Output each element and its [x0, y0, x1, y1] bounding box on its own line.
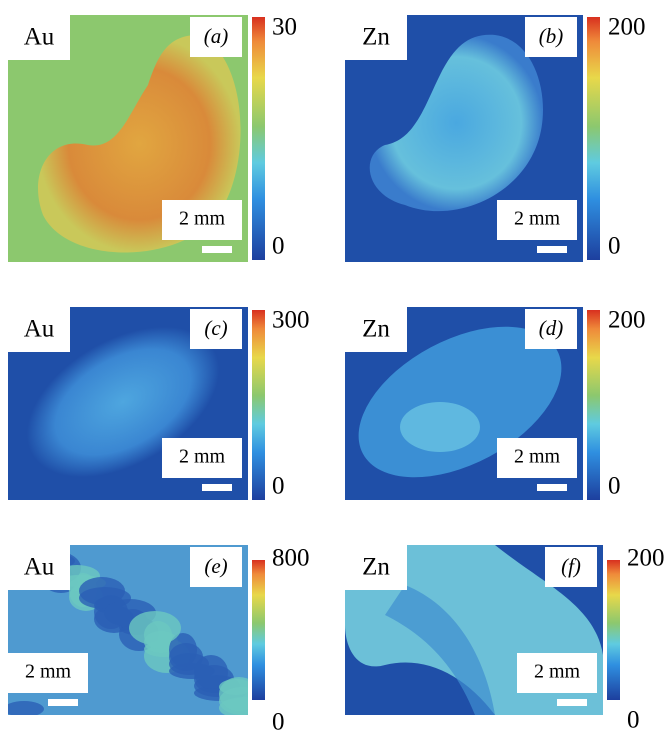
sample	[385, 585, 495, 715]
scale-box	[162, 200, 242, 240]
scale-text: 2 mm	[514, 446, 561, 468]
colorbar	[607, 560, 620, 700]
element-box	[8, 307, 70, 352]
element-box	[8, 545, 70, 590]
colorbar-max: 200	[627, 545, 665, 572]
scale-bar	[48, 699, 78, 706]
colorbar-max: 200	[608, 307, 646, 334]
map	[38, 35, 241, 253]
texture	[194, 655, 228, 689]
scale-box	[162, 438, 242, 478]
panel: Au (c) 2 mm	[8, 307, 248, 500]
scale-text: 2 mm	[514, 208, 561, 230]
scale-text: 2 mm	[179, 446, 226, 468]
scale-bar	[537, 246, 567, 253]
panel-label: (f)	[561, 554, 581, 578]
element-box	[345, 545, 407, 590]
scale-bar	[202, 246, 232, 253]
panel-label: (e)	[204, 554, 227, 578]
panel-label-box	[190, 547, 242, 587]
colorbar-max: 200	[608, 14, 646, 41]
sample	[400, 402, 480, 452]
element-box	[8, 15, 70, 60]
texture	[169, 633, 197, 667]
colorbar	[587, 310, 600, 500]
colorbar-max: 30	[272, 14, 297, 41]
element-label: Zn	[362, 24, 390, 51]
texture	[219, 679, 248, 695]
scale-bar	[202, 484, 232, 491]
panel-label: (b)	[539, 24, 564, 48]
scale-bar	[537, 484, 567, 491]
colorbar-max: 300	[272, 307, 310, 334]
element-box	[345, 307, 407, 352]
texture	[8, 701, 44, 715]
scale-text: 2 mm	[179, 208, 226, 230]
colorbar	[252, 560, 265, 700]
colorbar-min: 0	[627, 707, 640, 734]
colorbar-min: 0	[608, 473, 621, 500]
texture	[79, 577, 125, 605]
panel-label-box	[525, 309, 577, 349]
element-label: Zn	[362, 554, 390, 581]
colorbar-min: 0	[272, 709, 285, 734]
colorbar-max: 800	[272, 545, 310, 572]
colorbar-min: 0	[272, 473, 285, 500]
colorbar	[587, 17, 600, 260]
panel-label: (c)	[204, 316, 227, 340]
panel: Zn (f) 2 mm	[345, 545, 603, 715]
scale-box	[8, 653, 88, 693]
scale-bar	[557, 699, 587, 706]
panel: Au (a) 2 mm	[8, 15, 248, 262]
scale-box	[517, 653, 597, 693]
element-label: Au	[24, 24, 55, 51]
scale-text: 2 mm	[534, 661, 581, 683]
sample	[369, 34, 543, 212]
colorbar-min: 0	[608, 233, 621, 260]
colorbar-min: 0	[272, 233, 285, 260]
map	[369, 34, 543, 212]
element-label: Au	[24, 316, 55, 343]
panel-label: (d)	[539, 316, 564, 340]
scale-box	[497, 438, 577, 478]
colorbar	[252, 310, 265, 500]
panel-label-box	[525, 17, 577, 57]
sample	[38, 35, 241, 253]
panel: Zn (d) 2 mm	[345, 307, 583, 500]
panel-label: (a)	[204, 24, 229, 48]
panel-label-box	[545, 547, 597, 587]
element-label: Zn	[362, 316, 390, 343]
panel-label-box	[190, 309, 242, 349]
panel-label-box	[190, 17, 242, 57]
panel: Zn (b) 2 mm	[345, 15, 583, 262]
texture	[129, 611, 181, 645]
element-label: Au	[24, 554, 55, 581]
scale-text: 2 mm	[25, 661, 72, 683]
panel: Au (e) 2 mm	[8, 545, 248, 715]
scale-box	[497, 200, 577, 240]
element-box	[345, 15, 407, 60]
colorbar	[252, 17, 265, 260]
